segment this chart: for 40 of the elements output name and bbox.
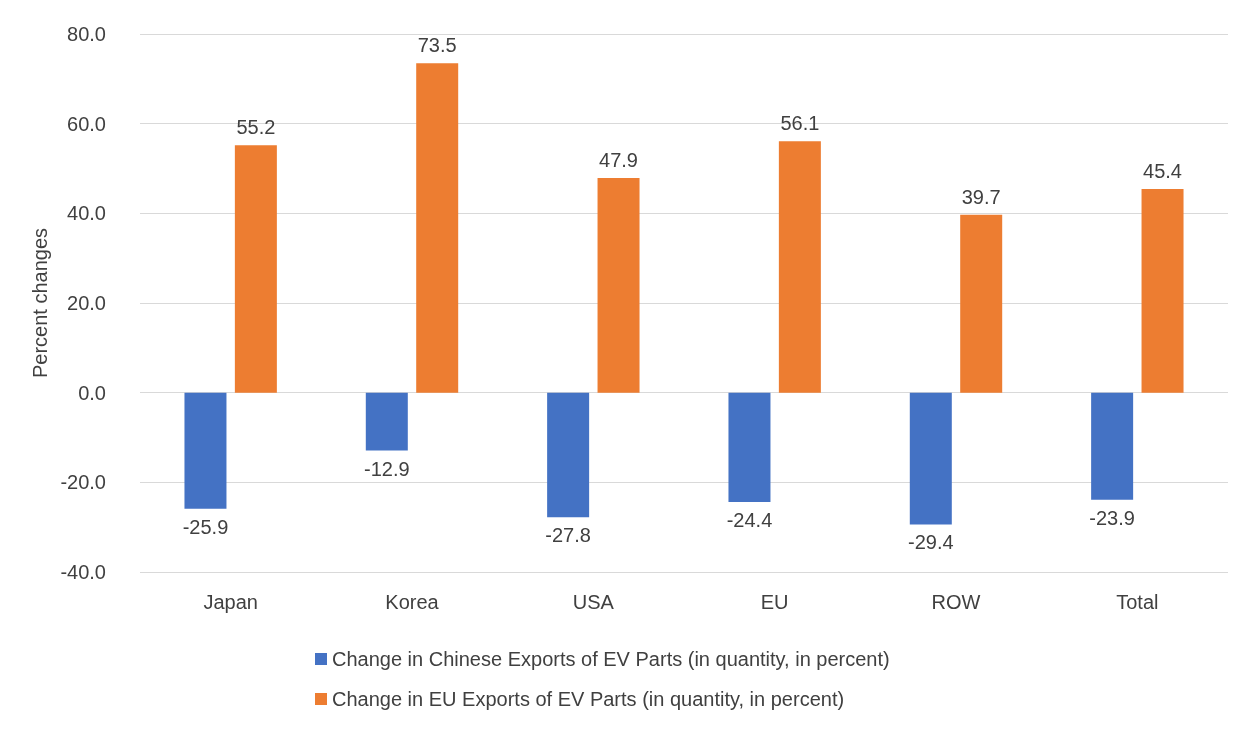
bar [234, 145, 277, 393]
legend-label: Change in Chinese Exports of EV Parts (in quantity, in percent) [332, 648, 890, 670]
bar [365, 392, 408, 451]
legend-label: Change in EU Exports of EV Parts (in quantity, in percent) [332, 688, 845, 710]
bar [728, 392, 771, 503]
bar [547, 392, 590, 518]
y-tick-label: 80.0 [67, 23, 106, 45]
data-label: -29.4 [908, 531, 954, 554]
bar [416, 63, 459, 393]
bar [909, 392, 952, 525]
x-tick-label: Korea [385, 591, 440, 613]
y-tick-label: 60.0 [67, 112, 106, 135]
data-label: -25.9 [182, 515, 229, 538]
bar [1141, 189, 1184, 393]
x-tick-label: Total [1116, 591, 1159, 613]
data-label: -12.9 [364, 457, 410, 480]
bar [960, 214, 1003, 393]
y-tick-label: 40.0 [67, 202, 106, 225]
y-tick-label: -40.0 [60, 561, 106, 583]
x-tick-label: USA [572, 591, 615, 613]
data-label: -27.8 [545, 524, 591, 547]
data-label: 45.4 [1143, 160, 1182, 183]
y-tick-label: 0.0 [78, 381, 106, 404]
y-tick-label: -20.0 [60, 471, 106, 494]
bar [184, 392, 227, 509]
data-label: 47.9 [599, 148, 638, 171]
bar [778, 141, 821, 393]
data-label: -23.9 [1089, 506, 1135, 529]
data-label: 56.1 [780, 112, 820, 135]
x-tick-label: ROW [931, 591, 981, 613]
bar [1091, 392, 1134, 500]
x-tick-label: Japan [203, 591, 258, 613]
y-tick-label: 20.0 [67, 292, 106, 314]
data-label: -24.4 [726, 509, 773, 532]
data-label: 39.7 [961, 185, 1001, 208]
x-tick-label: EU [760, 591, 789, 613]
data-label: 73.5 [417, 34, 457, 57]
y-axis-title: Percent changes [28, 227, 51, 379]
data-label: 55.2 [236, 116, 276, 139]
bar [597, 177, 640, 393]
